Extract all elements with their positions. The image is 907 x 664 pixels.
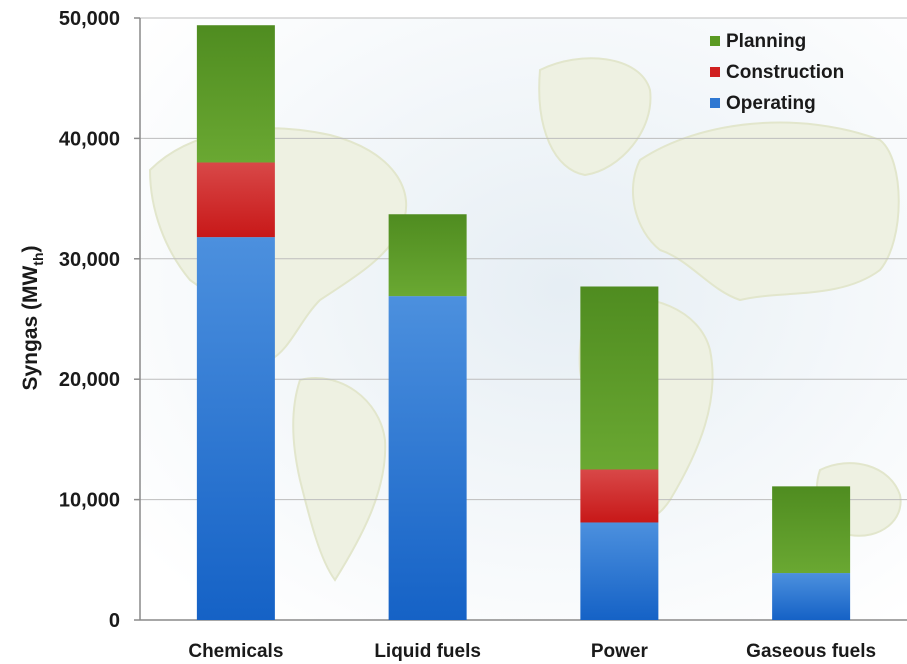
bar-planning-power <box>580 286 659 470</box>
y-tick-label: 0 <box>109 610 120 632</box>
bar-planning-gaseous-fuels <box>772 486 851 574</box>
bar-construction-power <box>580 469 659 523</box>
bar-operating-chemicals <box>196 237 275 621</box>
y-axis-label: Syngas (MWth) <box>19 245 46 390</box>
category-labels: Chemicals Liquid fuels Power Gaseous fuels <box>188 641 876 662</box>
bars <box>196 25 851 621</box>
x-category-label: Liquid fuels <box>374 641 481 662</box>
map-greenland <box>538 57 652 177</box>
bar-planning-chemicals <box>196 25 275 163</box>
bar-operating-gaseous-fuels <box>772 573 851 620</box>
legend-label-operating: Operating <box>726 93 816 114</box>
legend-swatch-construction <box>710 67 720 77</box>
x-category-label: Power <box>591 641 649 662</box>
x-category-label: Chemicals <box>188 641 283 662</box>
legend-swatch-operating <box>710 98 720 108</box>
legend-label-planning: Planning <box>726 31 806 52</box>
y-tick-labels: 0 10,000 20,000 30,000 40,000 50,000 <box>59 8 120 632</box>
x-category-label: Gaseous fuels <box>746 641 876 662</box>
bar-planning-liquid-fuels <box>388 214 467 297</box>
legend-swatch-planning <box>710 36 720 46</box>
y-tick-label: 30,000 <box>59 249 120 271</box>
map-south-america <box>292 377 387 582</box>
bar-operating-liquid-fuels <box>388 296 467 620</box>
y-tick-label: 20,000 <box>59 369 120 391</box>
bar-operating-power <box>580 522 659 620</box>
legend: Planning Construction Operating <box>710 31 844 114</box>
legend-label-construction: Construction <box>726 62 844 83</box>
y-tick-label: 50,000 <box>59 8 120 30</box>
y-tick-label: 10,000 <box>59 490 120 512</box>
y-tick-label: 40,000 <box>59 128 120 150</box>
bar-construction-chemicals <box>196 162 275 238</box>
map-eurasia <box>632 121 900 302</box>
